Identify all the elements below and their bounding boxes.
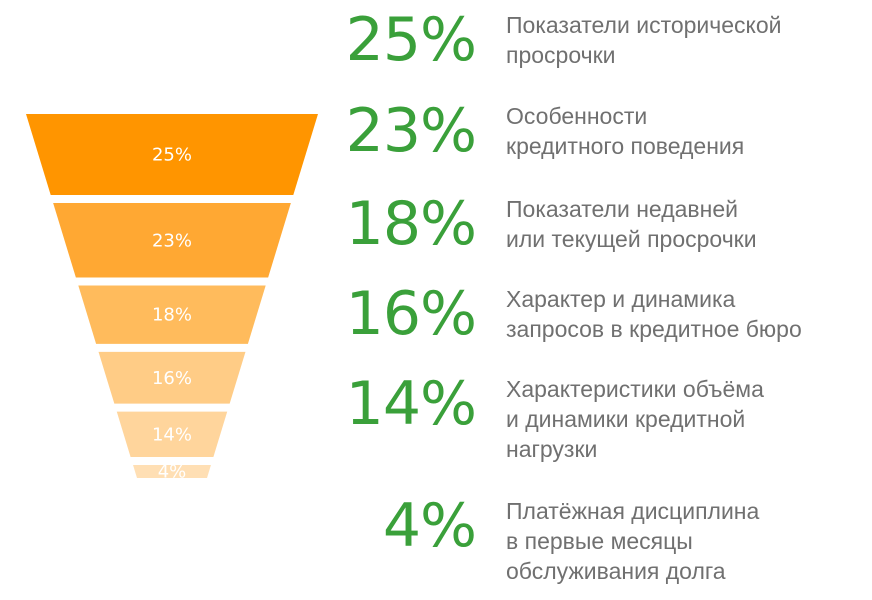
legend-description-line: Характер и динамика (506, 286, 736, 312)
funnel-segment (78, 285, 266, 344)
legend-description-line: и динамики кредитной (506, 406, 746, 432)
funnel-segment-label: 25% (152, 145, 192, 166)
legend-percent: 14% (345, 369, 477, 439)
funnel-segment-label: 16% (152, 368, 192, 389)
legend-description-line: запросов в кредитное бюро (506, 316, 802, 342)
legend-description-line: Показатели недавней (506, 196, 738, 222)
legend-description-line: Особенности (506, 103, 648, 129)
legend-description-line: Показатели исторической (506, 12, 782, 38)
legend-description-line: нагрузки (506, 436, 598, 462)
funnel-segment-label: 23% (152, 230, 192, 251)
funnel-segment (133, 465, 211, 478)
funnel-segment (116, 411, 228, 458)
legend-percent: 23% (345, 96, 477, 166)
legend-description: Показатели недавней или текущей просрочки (506, 194, 856, 254)
funnel-segment (98, 351, 246, 404)
funnel-segment (53, 203, 291, 278)
legend-description: Характеристики объёма и динамики кредитно… (506, 374, 856, 464)
funnel-chart: 25% 23% 18% 16% 14% 4% (26, 114, 318, 483)
legend-description-line: просрочки (506, 42, 616, 68)
legend-description: Платёжная дисциплина в первые месяцы обслу… (506, 496, 856, 586)
legend-description-line: обслуживания долга (506, 558, 726, 584)
legend-percent: 16% (345, 279, 477, 349)
funnel-segment-label: 18% (152, 305, 192, 326)
legend-description-line: кредитного поведения (506, 133, 745, 159)
legend-description-line: или текущей просрочки (506, 226, 757, 252)
funnel-segment-label: 4% (158, 462, 187, 483)
legend-percent: 25% (345, 5, 477, 75)
legend-description: Характер и динамика запросов в кредитное … (506, 284, 856, 344)
legend-percent: 18% (345, 189, 477, 259)
legend-percent: 4% (382, 491, 477, 561)
legend-description: Показатели исторической просрочки (506, 10, 856, 70)
legend-description-line: в первые месяцы (506, 528, 693, 554)
legend-description-line: Характеристики объёма (506, 376, 764, 402)
funnel-segment (26, 114, 318, 195)
legend-description-line: Платёжная дисциплина (506, 498, 760, 524)
funnel-segment-label: 14% (152, 424, 192, 445)
legend-description: Особенности кредитного поведения (506, 101, 856, 161)
